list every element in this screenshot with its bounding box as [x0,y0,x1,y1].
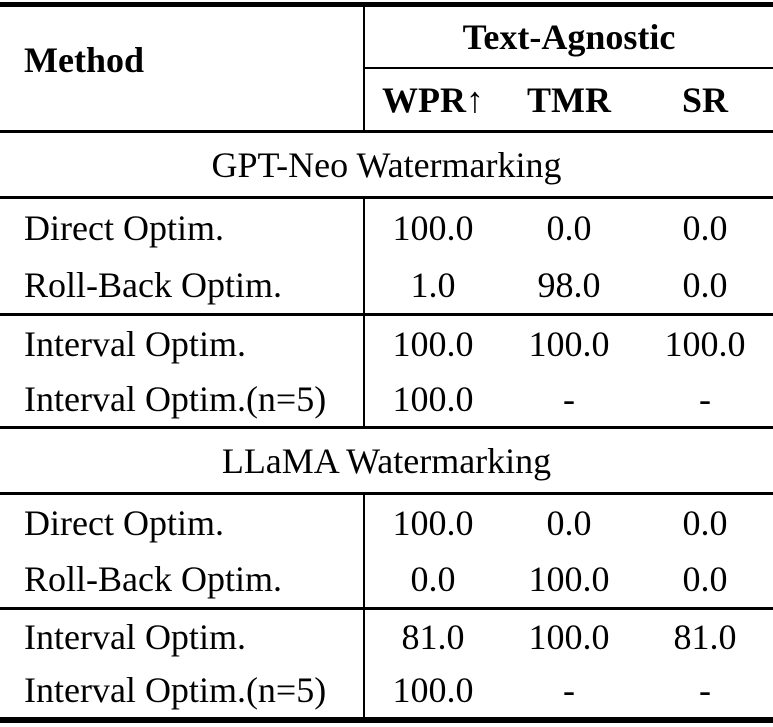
value-cell: 0.0 [546,207,592,248]
section-title-gptneo: GPT-Neo Watermarking [211,144,562,185]
table-row: 100.0 - - [365,664,773,718]
column-header-tmr: TMR [527,79,611,120]
table-row: 100.0 100.0 100.0 [365,316,773,371]
group-header: Text-Agnostic [462,17,676,57]
table-row: 0.0 100.0 0.0 [365,551,773,607]
value-cell: 100.0 [392,670,474,711]
table-row: 1.0 98.0 0.0 [365,256,773,313]
value-cell: 100.0 [392,503,474,543]
values-region: 100.0 0.0 0.0 1.0 98.0 0.0 [363,199,773,313]
value-cell: 81.0 [673,616,737,657]
method-cell: Roll-Back Optim. [24,264,282,305]
value-cell: 0.0 [682,264,728,305]
value-cell: - [699,670,711,711]
value-cell: 100.0 [664,323,746,364]
value-cell: 0.0 [682,207,728,248]
cmidrule [365,67,773,69]
value-cell: 100.0 [528,616,610,657]
header-rule [0,130,773,133]
table-row: 100.0 0.0 0.0 [365,495,773,551]
section-rule [0,196,773,199]
table-header: Method Text-Agnostic WPR↑ TMR SR [0,7,773,130]
value-cell: - [563,670,575,711]
values-region: 100.0 100.0 100.0 100.0 - - [363,316,773,426]
block-rule [0,607,773,610]
value-cell: 0.0 [546,503,592,543]
data-block: Interval Optim. Interval Optim.(n=5) 100… [0,316,773,426]
method-cell: Interval Optim.(n=5) [24,670,327,711]
value-cell: 100.0 [528,323,610,364]
method-cell: Interval Optim. [24,323,246,364]
method-column-header: Method [24,39,144,80]
table-row: 100.0 - - [365,371,773,426]
value-cell: - [563,378,575,419]
value-cell: 98.0 [537,264,601,305]
value-cell: 0.0 [682,559,728,599]
data-block: Interval Optim. Interval Optim.(n=5) 81.… [0,610,773,717]
table-row: 100.0 0.0 0.0 [365,199,773,256]
column-header-sr: SR [681,79,729,120]
top-rule [0,2,773,7]
values-region: 100.0 0.0 0.0 0.0 100.0 0.0 [363,495,773,607]
value-cell: 81.0 [401,616,465,657]
value-cell: - [699,378,711,419]
method-cell: Roll-Back Optim. [24,559,282,599]
value-cell: 100.0 [392,323,474,364]
value-cell: 0.0 [410,559,456,599]
method-cell: Direct Optim. [24,503,224,543]
column-header-wpr: WPR↑ [382,79,484,120]
block-rule [0,313,773,316]
method-cell: Direct Optim. [24,207,224,248]
value-cell: 0.0 [682,503,728,543]
value-cell: 100.0 [528,559,610,599]
block-rule [0,426,773,429]
data-block: Direct Optim. Roll-Back Optim. 100.0 0.0… [0,199,773,313]
values-region: 81.0 100.0 81.0 100.0 - - [363,610,773,717]
bottom-rule [0,717,773,723]
method-cell: Interval Optim. [24,616,246,657]
data-block: Direct Optim. Roll-Back Optim. 100.0 0.0… [0,495,773,607]
value-cell: 100.0 [392,207,474,248]
section-title-llama: LLaMA Watermarking [221,440,552,481]
text-agnostic-header-group: Text-Agnostic WPR↑ TMR SR [363,7,773,130]
subcolumn-headers: WPR↑ TMR SR [365,69,773,130]
value-cell: 1.0 [410,264,456,305]
section-rule [0,492,773,495]
value-cell: 100.0 [392,378,474,419]
table-row: 81.0 100.0 81.0 [365,610,773,664]
method-cell: Interval Optim.(n=5) [24,378,327,419]
